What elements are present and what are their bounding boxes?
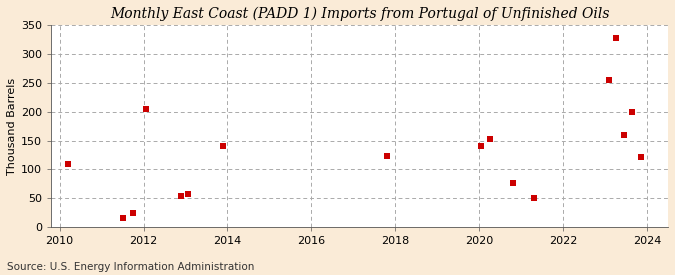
Text: Source: U.S. Energy Information Administration: Source: U.S. Energy Information Administ…	[7, 262, 254, 272]
Point	[485, 137, 495, 142]
Point	[476, 144, 487, 148]
Title: Monthly East Coast (PADD 1) Imports from Portugal of Unfinished Oils: Monthly East Coast (PADD 1) Imports from…	[110, 7, 610, 21]
Point	[128, 210, 138, 215]
Point	[627, 109, 638, 114]
Point	[140, 107, 151, 111]
Point	[618, 133, 629, 137]
Point	[63, 161, 74, 166]
Point	[529, 196, 539, 200]
Point	[635, 155, 646, 159]
Point	[381, 153, 392, 158]
Point	[508, 180, 518, 185]
Point	[610, 36, 621, 40]
Y-axis label: Thousand Barrels: Thousand Barrels	[7, 78, 17, 175]
Point	[604, 78, 615, 82]
Point	[176, 194, 187, 199]
Point	[218, 144, 229, 148]
Point	[117, 216, 128, 221]
Point	[182, 192, 193, 196]
